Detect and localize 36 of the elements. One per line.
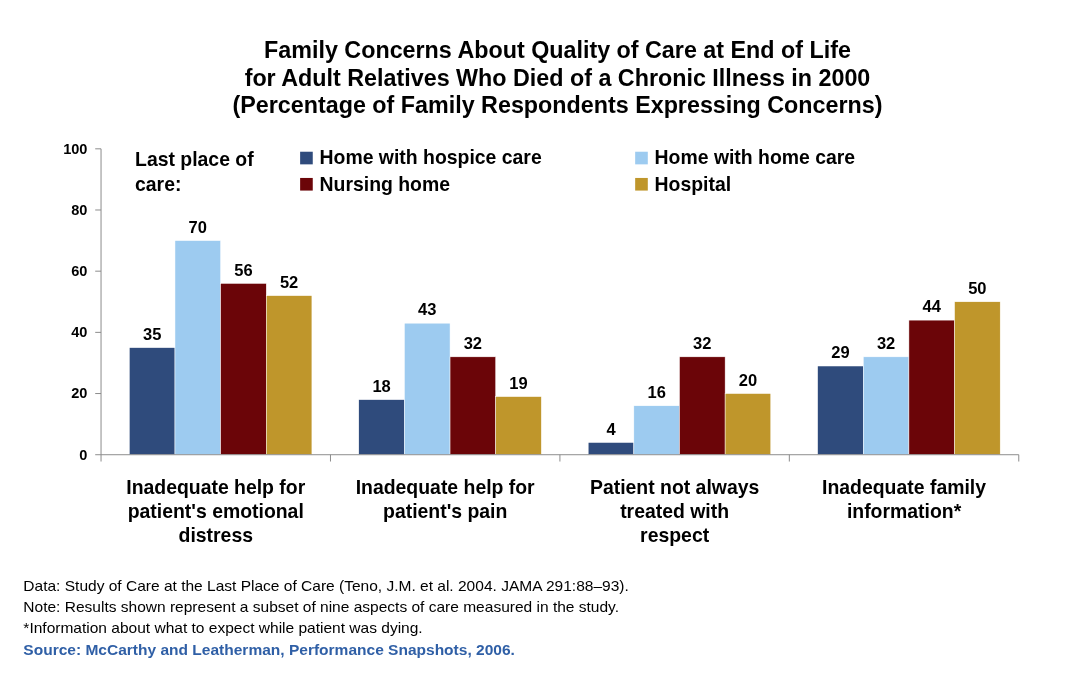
- data-label: 19: [509, 373, 528, 392]
- x-tick-label: Patient not always treated with respect: [589, 475, 760, 547]
- data-label: 18: [372, 376, 391, 395]
- data-label: 16: [647, 383, 666, 402]
- data-label: 20: [738, 370, 758, 389]
- data-label: 43: [418, 300, 437, 319]
- text: *Information about what to expect while patient was dying.: [23, 619, 423, 637]
- source-note: Source: McCarthy and Leatherman, Performance Snapshots, 2006.: [23, 640, 515, 658]
- data-label: 70: [188, 217, 207, 236]
- y-tick-label: 20: [71, 385, 88, 402]
- x-tick-label: Inadequate help for patient's emotional distress: [126, 475, 306, 547]
- data-label: 32: [876, 334, 896, 353]
- x-tick-label: Inadequate family information*: [822, 475, 987, 522]
- y-tick-label: 80: [71, 201, 88, 218]
- data-label: 35: [142, 324, 162, 343]
- data-label: 50: [968, 279, 987, 297]
- legend-label: Home with hospice care: [319, 146, 542, 169]
- legend-title: Last place of care:: [135, 148, 255, 195]
- data-label: 29: [831, 343, 850, 362]
- data-label: 4: [606, 419, 617, 438]
- y-tick-label: 100: [63, 140, 88, 157]
- legend-label: Hospital: [654, 172, 732, 195]
- text: Note: Results shown represent a subset of nine aspects of care measured in the study.: [23, 598, 620, 616]
- y-tick-label: 0: [79, 446, 88, 463]
- data-label: 32: [693, 334, 712, 353]
- legend-label: Nursing home: [319, 172, 451, 195]
- text: Data: Study of Care at the Last Place of Care (Teno, J.M. et al. 2004. JAMA 291:88–93).: [23, 576, 629, 594]
- chart-title: Family Concerns About Quality of Care at End of Life for Adult Relatives Who Died of a Chronic Illness in 2000 (Percentage of Family Respondents Expressing Concerns): [232, 37, 883, 118]
- y-tick-label: 40: [71, 324, 88, 341]
- data-label: 52: [279, 272, 299, 291]
- data-label: 56: [234, 260, 253, 279]
- y-tick-label: 60: [71, 263, 88, 280]
- data-label: 32: [463, 334, 483, 353]
- data-label: 44: [922, 297, 942, 316]
- x-tick-label: Inadequate help for patient's pain: [355, 475, 536, 522]
- legend-label: Home with home care: [654, 146, 856, 169]
